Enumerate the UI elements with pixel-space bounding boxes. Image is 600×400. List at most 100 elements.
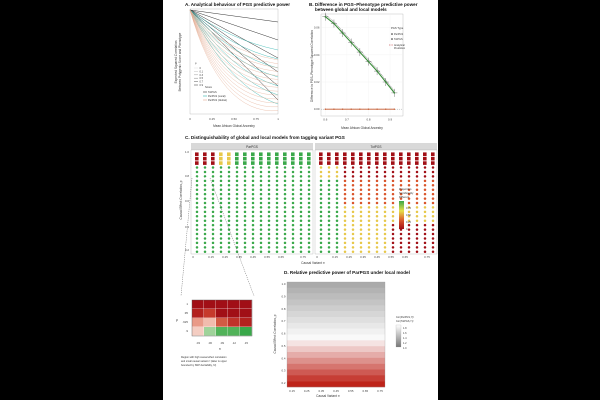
c-cell	[383, 152, 387, 157]
c-cell	[327, 152, 331, 157]
inset-cell	[240, 309, 252, 318]
c-cell	[275, 161, 279, 165]
c-dot	[299, 175, 303, 178]
totpgs-point	[324, 108, 327, 110]
c-dot	[423, 246, 427, 249]
c-dot	[327, 232, 331, 236]
c-cell	[375, 152, 379, 157]
c-dot	[391, 241, 395, 245]
parpgs-local-curve	[189, 9, 279, 69]
c-dot	[283, 250, 287, 254]
c-dot	[359, 188, 363, 191]
c-cell	[399, 156, 403, 161]
c-dot	[203, 179, 207, 183]
c-dot	[335, 166, 339, 169]
panel-a-legend: ρ 00.10.30.50.70.9 Score TotPGS ParPGS (…	[194, 62, 227, 102]
c-dot	[251, 228, 255, 231]
inset-cell	[240, 327, 252, 336]
d-row	[287, 317, 385, 324]
c-cell	[219, 156, 223, 161]
c-dot	[327, 197, 331, 200]
legend-c-tick: 0	[406, 228, 408, 231]
c-dot	[327, 215, 331, 218]
c-dot	[359, 166, 363, 169]
c-dot	[235, 232, 239, 236]
c-dot	[391, 210, 395, 214]
totpgs-point	[385, 108, 387, 110]
inset-heatmap	[191, 299, 253, 337]
c-dot	[195, 223, 199, 227]
c-xtick-right: 0.75	[424, 255, 430, 259]
c-dot	[195, 215, 199, 218]
legend-d-title-2: Cor(TotPGS,Y)²	[396, 320, 414, 323]
c-dot	[267, 197, 271, 200]
parpgs-global-curve	[189, 9, 279, 108]
c-dot	[307, 250, 311, 254]
c-dot	[383, 197, 387, 200]
legend-rho-title: ρ	[195, 62, 197, 65]
c-cell	[195, 161, 199, 165]
c-cell	[431, 161, 435, 165]
parpgs-global-curve	[189, 9, 279, 100]
c-dot	[211, 246, 215, 249]
c-dot	[343, 184, 347, 187]
legend-parpgs: ParPGS	[394, 33, 404, 36]
inset-cell	[216, 309, 228, 318]
c-cell	[319, 161, 323, 165]
c-dot	[391, 246, 395, 249]
c-dot	[259, 237, 263, 240]
c-dot	[203, 201, 207, 205]
c-cell	[415, 152, 419, 157]
strip-totpgs-label: TotPGS	[371, 145, 382, 149]
c-dot	[399, 197, 403, 200]
legend-totpgs: TotPGS	[208, 91, 217, 94]
panel-a-curves	[189, 9, 279, 111]
panel-d-xlabel: Causal Variant r²	[316, 394, 340, 398]
panel-b-ticks: 0.6 0.7 0.8 0.9 0.00 0.02 0.04 0.06	[314, 26, 393, 122]
c-dot	[327, 228, 331, 231]
c-cell	[227, 156, 231, 161]
c-dot	[327, 201, 331, 205]
c-dot	[431, 215, 435, 218]
c-dot	[375, 215, 379, 218]
d-frame	[286, 281, 386, 388]
c-dot	[227, 246, 231, 249]
c-dot	[259, 175, 263, 178]
legend-rho-label: 0.5	[200, 77, 204, 80]
c-dot	[219, 219, 223, 222]
c-dot	[283, 184, 287, 187]
c-dot	[243, 188, 247, 191]
c-dot	[319, 219, 323, 222]
c-dot	[235, 228, 239, 231]
inset: 1 .95 .925 .9 ρ .03 .06 .09 .12 .15 r² R…	[176, 299, 253, 367]
c-dot	[335, 175, 339, 178]
c-dot	[375, 210, 379, 214]
c-cell	[423, 161, 427, 165]
totpgs-curve	[189, 9, 279, 41]
c-dot	[335, 215, 339, 218]
c-cell	[367, 156, 371, 161]
c-dot	[415, 223, 419, 227]
c-dot	[375, 223, 379, 227]
c-dot	[423, 223, 427, 227]
c-dot	[243, 223, 247, 227]
c-dot	[219, 246, 223, 249]
parpgs-point	[393, 92, 396, 94]
d-ytick: 0.8	[281, 307, 285, 311]
figure: A. Analytical behaviour of PGS predictiv…	[174, 2, 438, 398]
c-dot	[203, 197, 207, 200]
d-row	[287, 287, 385, 294]
c-dot	[203, 192, 207, 196]
c-dot	[211, 175, 215, 178]
c-dot	[275, 228, 279, 231]
c-xtick-left: 0.45	[250, 255, 256, 259]
c-dot	[211, 170, 215, 174]
c-dot	[415, 219, 419, 222]
inset-xtick: .15	[244, 341, 248, 345]
c-dot	[251, 197, 255, 200]
c-cell	[407, 161, 411, 165]
legend-rho-label: 0.9	[200, 84, 204, 87]
c-dot	[399, 170, 403, 174]
c-dot	[351, 166, 355, 169]
panel-c-ticks: 1.00.80.60.40.20 00.15 0.150.25 0.250.35 0.3…	[185, 150, 430, 259]
